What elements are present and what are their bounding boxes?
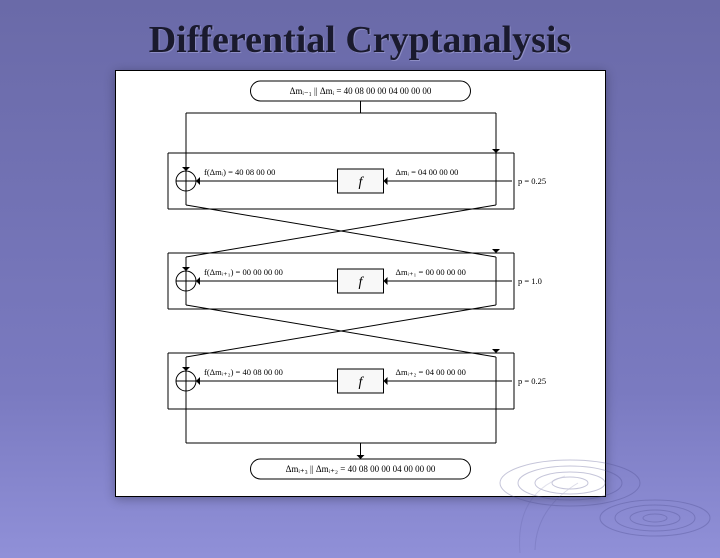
svg-text:Δmᵢ₊₁ = 00 00 00 00: Δmᵢ₊₁ = 00 00 00 00 — [395, 267, 465, 277]
svg-text:f(Δmᵢ₊₂) = 40 08 00 00: f(Δmᵢ₊₂) = 40 08 00 00 — [204, 367, 283, 377]
decorative-ripples — [460, 358, 720, 558]
svg-text:f(Δmᵢ₊₁) = 00 00 00 00: f(Δmᵢ₊₁) = 00 00 00 00 — [204, 267, 283, 277]
svg-text:p = 0.25: p = 0.25 — [518, 176, 546, 186]
svg-text:Δmᵢ₊₃ || Δmᵢ₊₂ = 40 08 00 00 0: Δmᵢ₊₃ || Δmᵢ₊₂ = 40 08 00 00 04 00 00 00 — [285, 464, 435, 474]
svg-text:Δmᵢ₋₁ || Δmᵢ = 40 08 00 00 04: Δmᵢ₋₁ || Δmᵢ = 40 08 00 00 04 00 00 00 — [289, 86, 431, 96]
slide-title: Differential Cryptanalysis — [0, 18, 720, 62]
svg-text:Δmᵢ = 04 00 00 00: Δmᵢ = 04 00 00 00 — [395, 167, 458, 177]
svg-text:f(Δmᵢ) = 40 08 00 00: f(Δmᵢ) = 40 08 00 00 — [204, 167, 275, 177]
svg-text:p = 1.0: p = 1.0 — [518, 276, 542, 286]
svg-text:Δmᵢ₊₂ = 04 00 00 00: Δmᵢ₊₂ = 04 00 00 00 — [395, 367, 465, 377]
